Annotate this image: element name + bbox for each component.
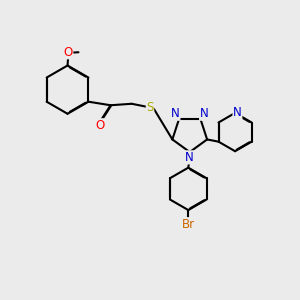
Text: N: N <box>200 107 208 120</box>
Text: S: S <box>146 101 154 114</box>
Text: O: O <box>64 46 73 59</box>
Text: N: N <box>233 106 242 119</box>
Text: Br: Br <box>182 218 195 231</box>
Text: O: O <box>95 119 105 132</box>
Text: N: N <box>185 151 194 164</box>
Text: N: N <box>171 107 180 120</box>
